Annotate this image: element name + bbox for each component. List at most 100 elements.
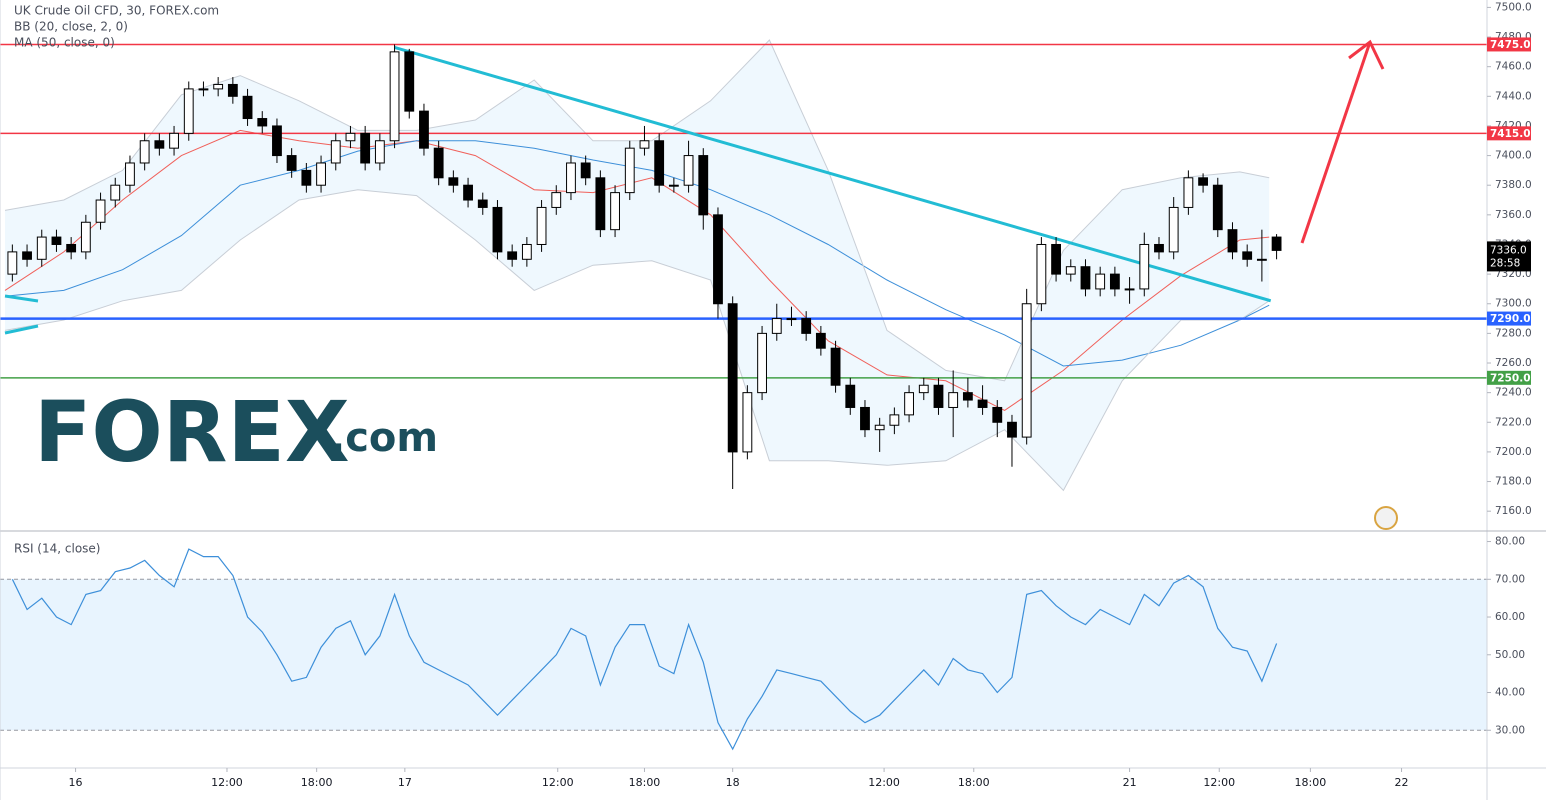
level-tag [1487,126,1531,141]
candle-body [727,303,738,453]
candle-body [1021,303,1032,438]
level-tag [1487,370,1531,385]
indicator-line [4,39,1270,382]
candle-body [492,206,503,253]
candle-body [36,236,47,260]
indicator-label: MA (50, close, 0) [14,36,115,50]
candle-body [742,392,753,453]
x-tick-label: 12:00 [1203,776,1235,789]
x-tick-label: 18:00 [629,776,661,789]
candle-body [668,184,679,187]
y-tick-label: 7200.0 [1495,446,1532,458]
candle-body [477,199,488,208]
candle-body [419,110,429,149]
candle-body [610,192,620,231]
y-tick-label: 7160.0 [1495,505,1532,517]
candle-body [360,132,371,164]
candle-body [1271,236,1282,251]
indicator-line [4,140,1270,367]
candle-body [698,155,709,216]
candle-body [1139,243,1150,290]
candle-body [683,155,694,186]
candle-body [404,51,415,112]
candle-body [933,384,944,408]
candle-body [345,132,356,142]
indicator-label: BB (20, close, 2, 0) [14,20,128,34]
candle-body [448,177,459,186]
candle-body [22,251,32,260]
rsi-line [11,548,1278,751]
candle-body [463,184,473,201]
level-label: 7250.0 [1490,372,1531,384]
candle-body [1036,243,1047,305]
candle-body [580,162,591,179]
rsi-band [0,579,1487,731]
last-price-tag [1487,241,1531,272]
candle-body [242,95,253,120]
candle-body [139,140,150,164]
y-tick-label: 40.00 [1495,687,1525,699]
candle-body [227,83,238,97]
candle-body [904,392,914,416]
x-tick-label: 12:00 [542,776,574,789]
candle-body [433,147,444,179]
x-tick-label: 12:00 [211,776,243,789]
candle-body [1256,258,1267,261]
x-tick-label: 21 [1123,776,1137,789]
candle-body [551,192,562,208]
candle-body [639,140,650,149]
y-tick-label: 7220.0 [1495,416,1532,428]
x-tick-label: 17 [398,776,412,789]
y-tick-label: 60.00 [1495,611,1525,623]
level-label: 7290.0 [1490,313,1531,325]
rsi-title: RSI (14, close) [14,542,100,556]
y-tick-label: 80.00 [1495,536,1525,548]
x-tick-label: 22 [1395,776,1409,789]
candle-body [1242,251,1253,260]
countdown-label: 28:58 [1490,257,1520,269]
candle-body [507,251,518,260]
candle-body [286,155,297,171]
candle-body [536,206,547,245]
candle-body [7,251,18,275]
level-label: 7415.0 [1490,128,1531,140]
candle-body [977,399,988,408]
arrow [1300,41,1372,244]
candle-body [962,392,973,401]
trend-fragment [4,294,39,303]
y-tick-label: 30.00 [1495,724,1525,736]
candle-body [845,384,856,408]
candle-body [521,243,532,260]
candle-body [374,140,385,164]
y-tick-label: 7500.0 [1495,1,1532,13]
candle-body [272,125,282,157]
candle-body [1095,273,1106,290]
y-tick-label: 7440.0 [1495,90,1532,102]
candle-body [80,221,91,253]
y-tick-label: 7260.0 [1495,357,1532,369]
candle-body [624,147,635,194]
candle-body [169,132,179,149]
candle-body [815,332,826,349]
candle-body [1051,243,1061,275]
y-tick-label: 7280.0 [1495,327,1532,339]
level-tag [1487,37,1531,52]
candle-body [713,214,723,305]
candle-body [1124,288,1135,291]
candle-body [595,177,606,231]
event-icon[interactable] [1374,506,1398,530]
candle-body [330,140,341,164]
y-tick-label: 7240.0 [1495,387,1532,399]
trend-fragment [4,324,39,335]
candle-body [95,199,106,223]
x-tick-label: 12:00 [868,776,900,789]
chart-title: UK Crude Oil CFD, 30, FOREX.com [14,4,219,18]
x-tick-label: 16 [69,776,83,789]
y-tick-label: 7400.0 [1495,150,1532,162]
candle-body [757,332,767,394]
candle-body [786,318,797,321]
candle-body [154,140,165,149]
x-tick-label: 18:00 [958,776,990,789]
